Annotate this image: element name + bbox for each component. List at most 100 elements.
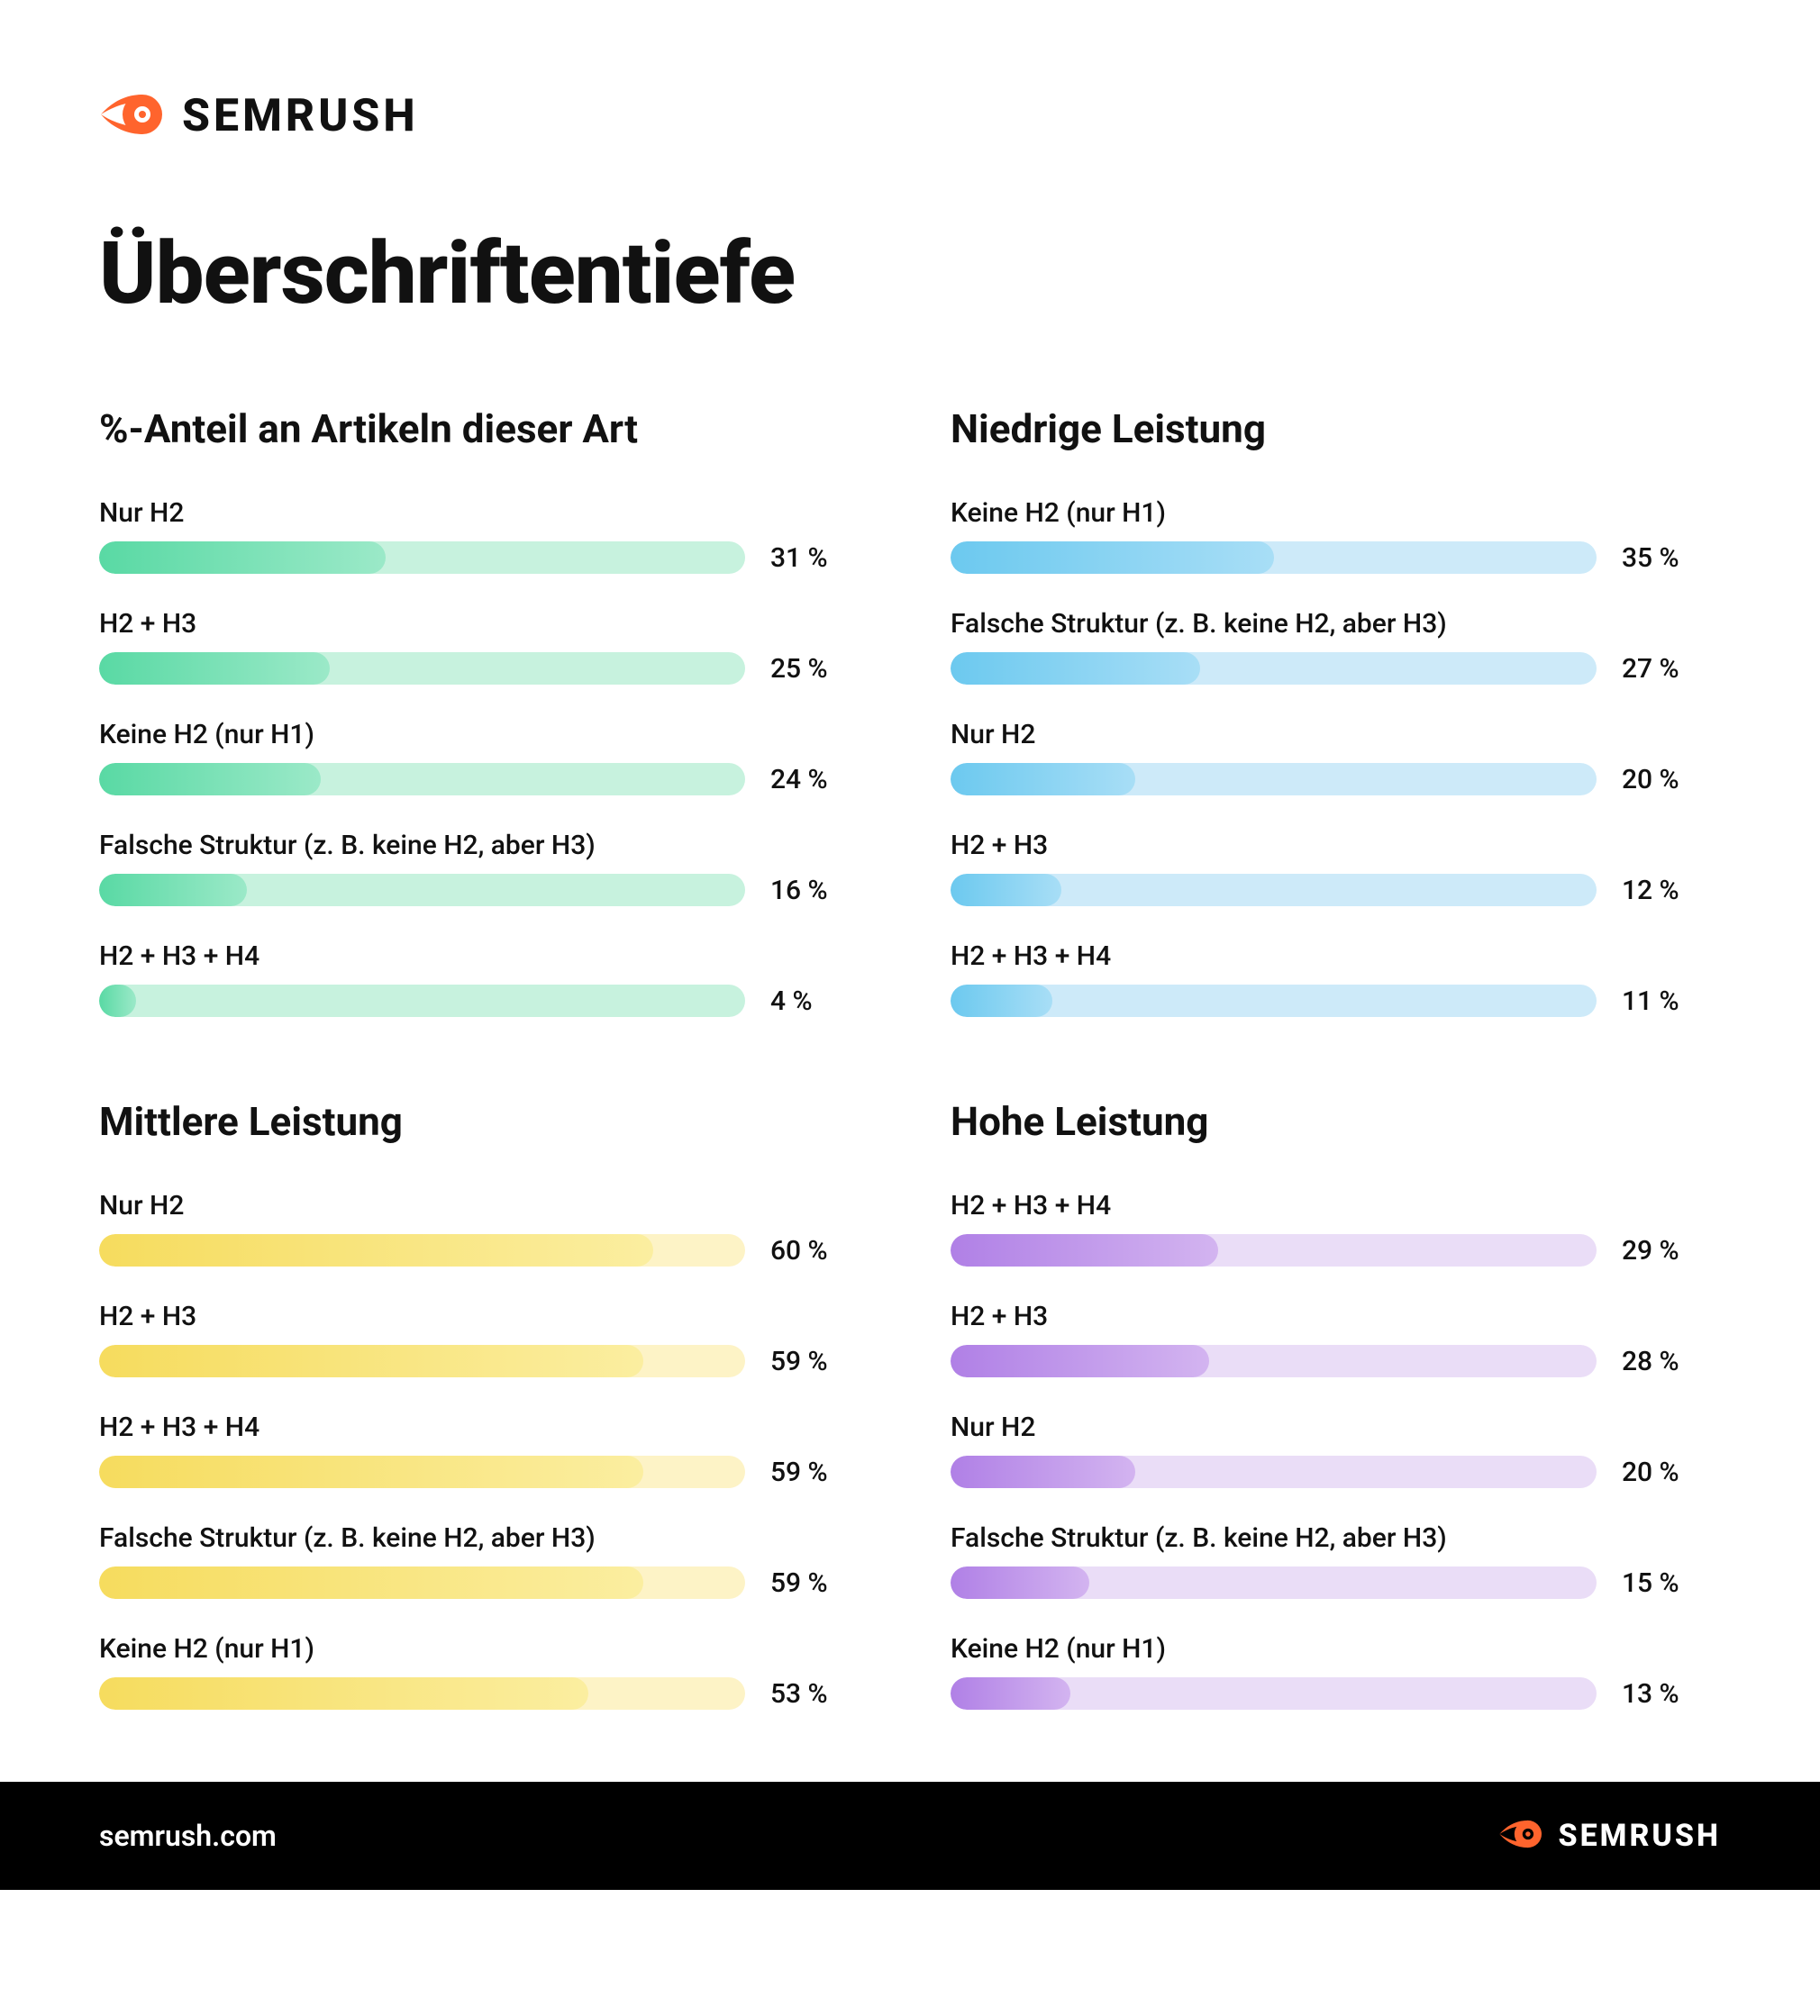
bar-row: Keine H2 (nur H1)13 %: [951, 1633, 1721, 1710]
bar-value: 59 %: [770, 1567, 869, 1599]
bar-row: H2 + H328 %: [951, 1301, 1721, 1377]
bar-row: H2 + H3 + H4 4 %: [99, 940, 869, 1017]
panels-grid: %-Anteil an Artikeln dieser ArtNur H231 …: [99, 405, 1721, 1710]
bar-line: 4 %: [99, 985, 869, 1017]
content-area: SEMRUSH Überschriftentiefe %-Anteil an A…: [0, 0, 1820, 1782]
bar-line: 28 %: [951, 1345, 1721, 1377]
bar-line: 31 %: [99, 541, 869, 574]
bar-value: 59 %: [770, 1346, 869, 1377]
panel-title: %-Anteil an Artikeln dieser Art: [99, 405, 869, 452]
bar-value: 31 %: [770, 542, 869, 574]
bar-fill: [951, 652, 1200, 685]
bar-fill: [99, 763, 321, 795]
bar-line: 24 %: [99, 763, 869, 795]
bar-line: 20 %: [951, 1456, 1721, 1488]
bar-fill: [99, 652, 330, 685]
bar-fill: [951, 1345, 1209, 1377]
bar-label: Keine H2 (nur H1): [951, 1633, 1721, 1665]
bar-row: Nur H231 %: [99, 497, 869, 574]
bar-track: [99, 985, 745, 1017]
panel-title: Niedrige Leistung: [951, 405, 1721, 452]
bar-label: Keine H2 (nur H1): [951, 497, 1721, 529]
bar-row: Keine H2 (nur H1) 24 %: [99, 719, 869, 795]
bar-fill: [951, 1234, 1218, 1267]
bar-track: [99, 1234, 745, 1267]
bar-row: Falsche Struktur (z. B. keine H2, aber H…: [99, 1522, 869, 1599]
bar-fill: [99, 1234, 653, 1267]
bar-track: [951, 652, 1597, 685]
bar-value: 20 %: [1622, 1457, 1721, 1488]
bar-row: Nur H260 %: [99, 1190, 869, 1267]
bar-track: [99, 1456, 745, 1488]
footer-brand-name: SEMRUSH: [1558, 1818, 1721, 1854]
bar-line: 16 %: [99, 874, 869, 906]
bar-fill: [951, 1566, 1089, 1599]
bar-value: 24 %: [770, 764, 869, 795]
bar-fill: [99, 1677, 588, 1710]
bar-value: 12 %: [1622, 875, 1721, 906]
bar-label: Falsche Struktur (z. B. keine H2, aber H…: [99, 830, 869, 861]
bar-line: 59 %: [99, 1345, 869, 1377]
bar-value: 35 %: [1622, 542, 1721, 574]
bar-track: [951, 1234, 1597, 1267]
bar-track: [99, 652, 745, 685]
panel-mid: Mittlere LeistungNur H260 %H2 + H359 %H2…: [99, 1098, 869, 1710]
bar-value: 29 %: [1622, 1235, 1721, 1267]
bar-value: 53 %: [770, 1678, 869, 1710]
bar-value: 28 %: [1622, 1346, 1721, 1377]
bar-label: H2 + H3: [99, 1301, 869, 1332]
panel-high: Hohe LeistungH2 + H3 + H429 %H2 + H328 %…: [951, 1098, 1721, 1710]
bar-row: Nur H220 %: [951, 719, 1721, 795]
bar-fill: [951, 541, 1274, 574]
bar-value: 16 %: [770, 875, 869, 906]
bar-fill: [99, 1566, 643, 1599]
bar-row: H2 + H3 + H4 11 %: [951, 940, 1721, 1017]
bar-label: Falsche Struktur (z. B. keine H2, aber H…: [951, 608, 1721, 640]
bar-track: [99, 763, 745, 795]
bar-track: [951, 985, 1597, 1017]
bar-label: Falsche Struktur (z. B. keine H2, aber H…: [99, 1522, 869, 1554]
bar-fill: [951, 1456, 1135, 1488]
bar-row: H2 + H3 59 %: [99, 1301, 869, 1377]
bar-track: [951, 1566, 1597, 1599]
bar-row: H2 + H3 + H459 %: [99, 1412, 869, 1488]
bar-row: H2 + H325 %: [99, 608, 869, 685]
bar-fill: [99, 541, 386, 574]
bar-label: H2 + H3 + H4: [99, 940, 869, 972]
bar-track: [951, 1456, 1597, 1488]
bar-fill: [99, 985, 136, 1017]
bar-value: 11 %: [1622, 985, 1721, 1017]
bar-fill: [99, 1345, 643, 1377]
bar-label: H2 + H3 + H4: [951, 1190, 1721, 1221]
header-logo: SEMRUSH: [99, 90, 1721, 142]
bar-fill: [951, 985, 1052, 1017]
bar-track: [99, 1677, 745, 1710]
footer: semrush.com SEMRUSH: [0, 1782, 1820, 1890]
bar-track: [951, 874, 1597, 906]
bar-label: Falsche Struktur (z. B. keine H2, aber H…: [951, 1522, 1721, 1554]
bar-line: 60 %: [99, 1234, 869, 1267]
bar-track: [99, 1345, 745, 1377]
footer-url: semrush.com: [99, 1819, 277, 1853]
bar-label: Nur H2: [951, 1412, 1721, 1443]
bar-track: [99, 541, 745, 574]
bar-label: H2 + H3 + H4: [951, 940, 1721, 972]
bar-row: H2 + H3 12 %: [951, 830, 1721, 906]
bar-track: [951, 763, 1597, 795]
semrush-logo-icon: [99, 91, 162, 141]
bar-value: 60 %: [770, 1235, 869, 1267]
bar-fill: [951, 1677, 1070, 1710]
panel-title: Mittlere Leistung: [99, 1098, 869, 1145]
bar-track: [951, 1345, 1597, 1377]
bar-value: 27 %: [1622, 653, 1721, 685]
bar-row: Keine H2 (nur H1) 35 %: [951, 497, 1721, 574]
bar-label: Keine H2 (nur H1): [99, 719, 869, 750]
bar-line: 15 %: [951, 1566, 1721, 1599]
bar-line: 35 %: [951, 541, 1721, 574]
bar-fill: [99, 1456, 643, 1488]
bar-row: Keine H2 (nur H1)53 %: [99, 1633, 869, 1710]
bar-label: H2 + H3 + H4: [99, 1412, 869, 1443]
bar-line: 11 %: [951, 985, 1721, 1017]
bar-line: 20 %: [951, 763, 1721, 795]
bar-label: H2 + H3: [951, 830, 1721, 861]
